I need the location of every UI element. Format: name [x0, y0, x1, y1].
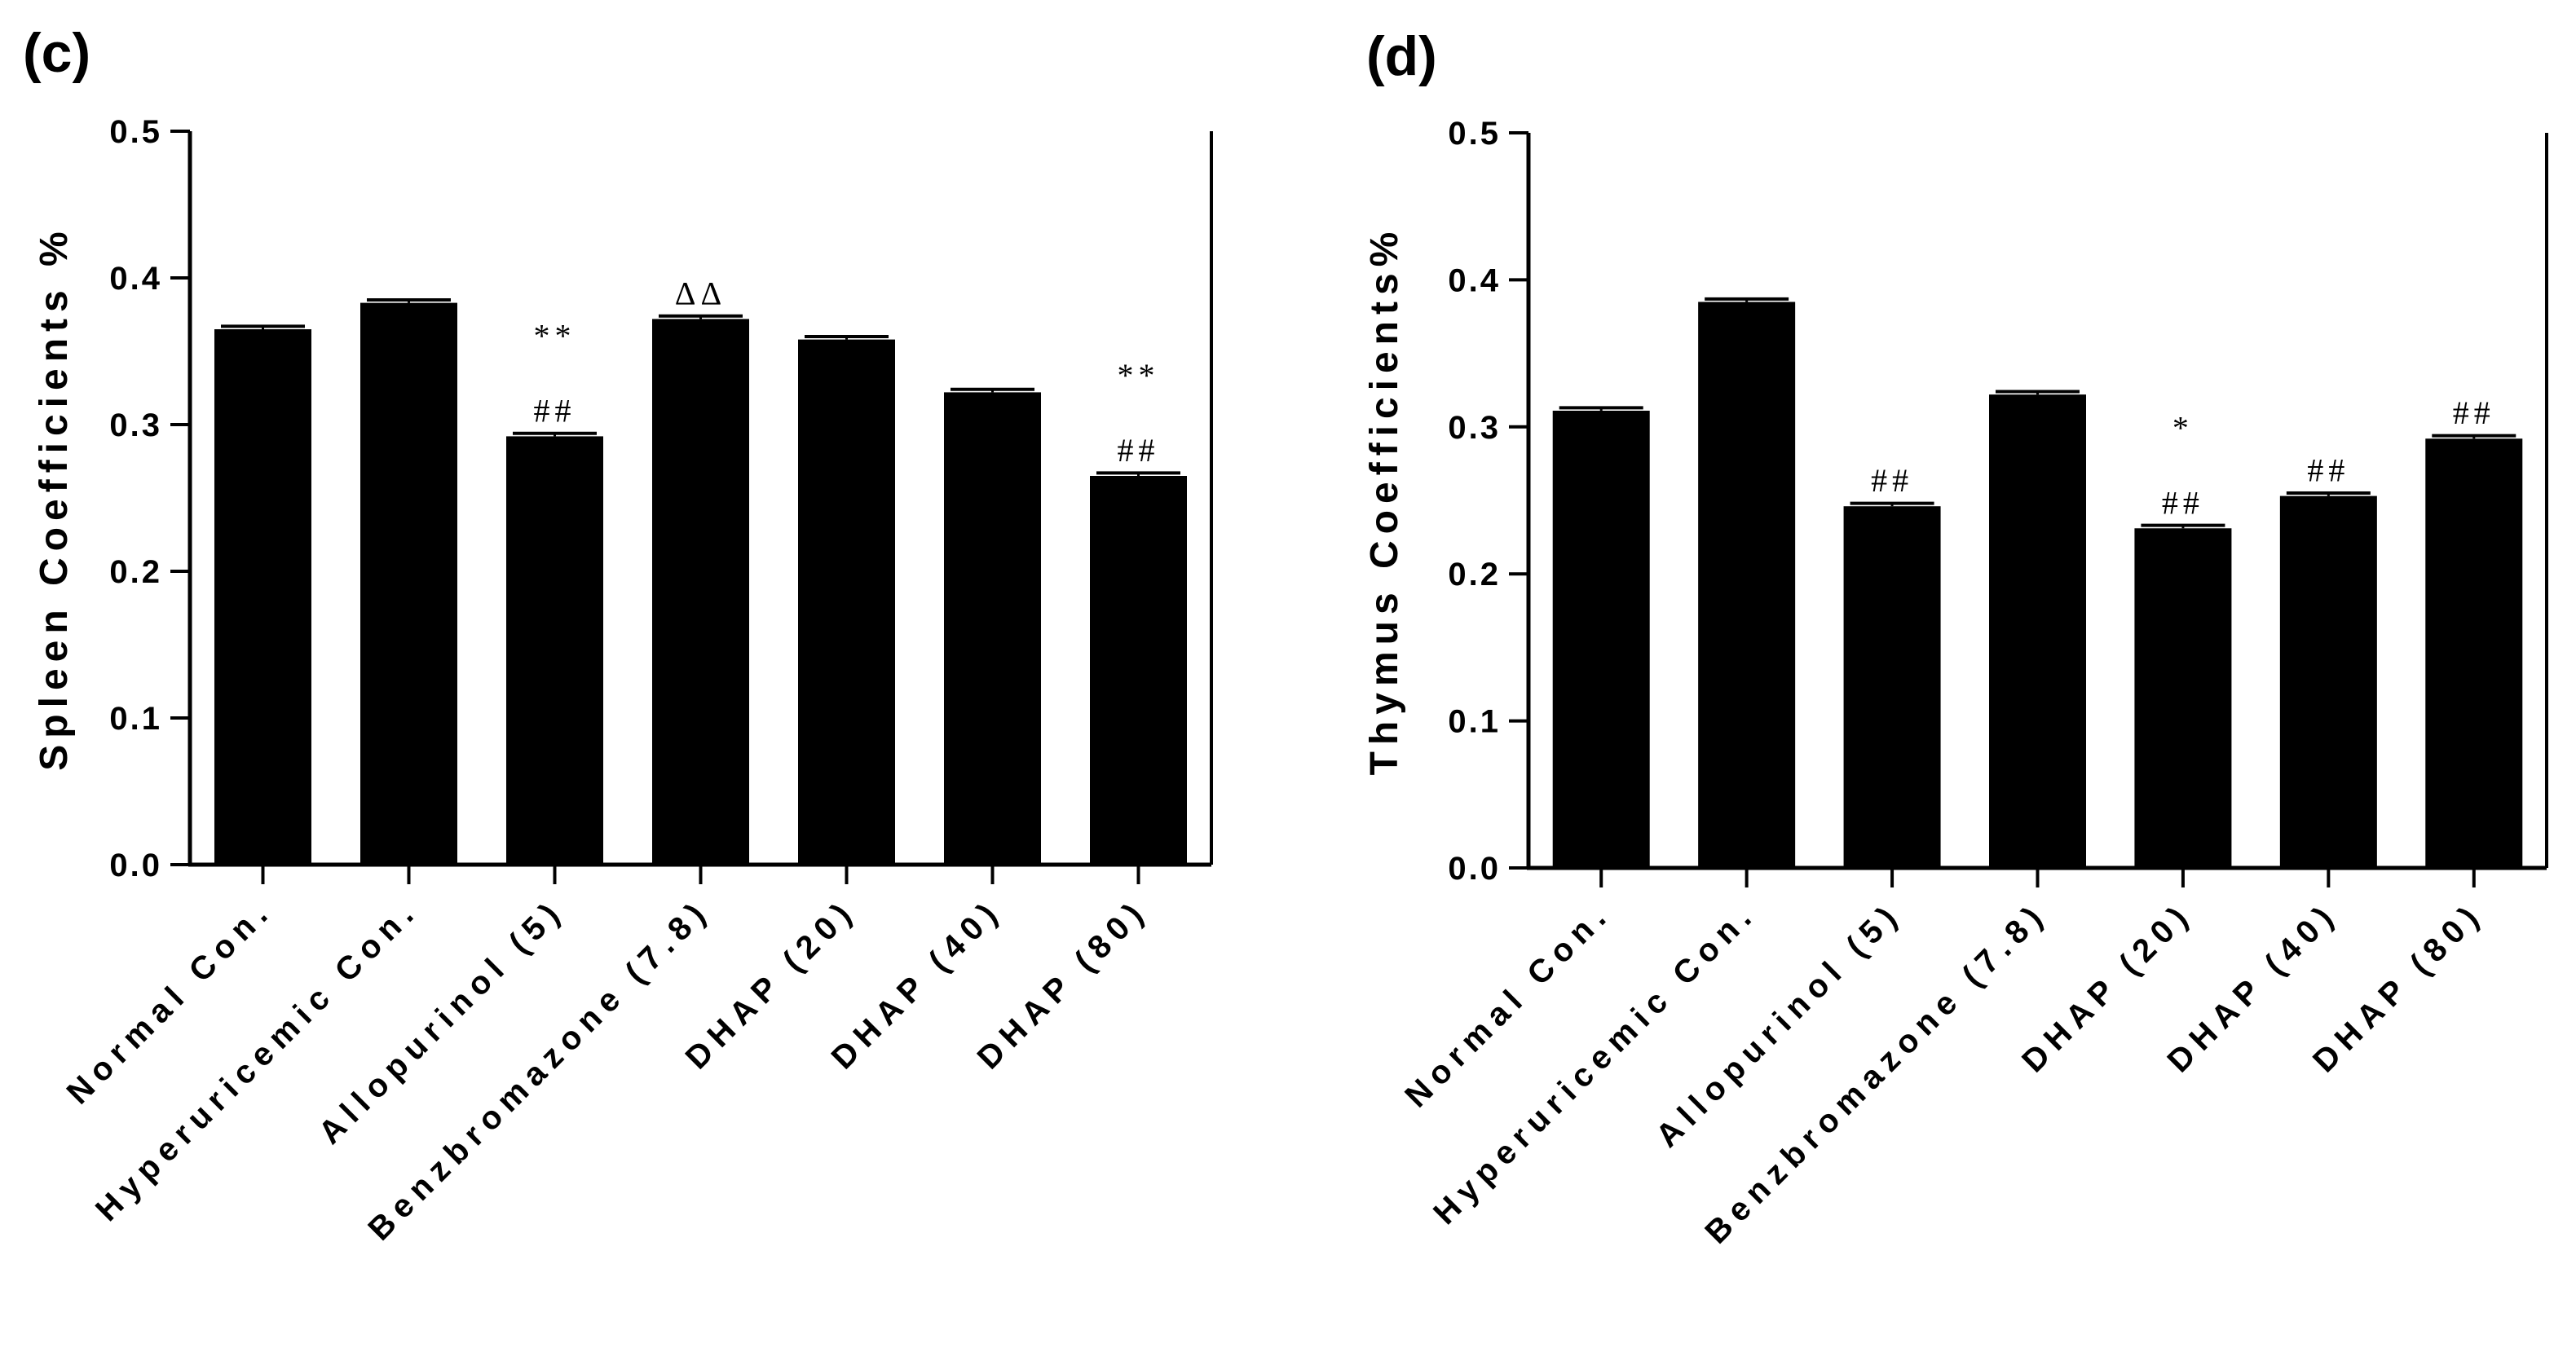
significance-annotation: ## [534, 392, 576, 429]
x-category-label: Allopurinol (5) [312, 892, 571, 1151]
significance-annotation: ## [1118, 432, 1160, 469]
y-tick-label: 0.3 [1448, 410, 1501, 446]
bar [652, 319, 749, 865]
y-axis-title: Thymus Coefficients% [1363, 226, 1406, 776]
y-tick-label: 0.5 [109, 114, 162, 150]
y-tick-label: 0.1 [109, 701, 162, 737]
x-category-label: Allopurinol (5) [1649, 895, 1908, 1154]
significance-annotation: ** [1118, 357, 1160, 394]
y-tick-label: 0.4 [1448, 262, 1501, 298]
y-tick-label: 0.0 [109, 848, 162, 883]
bar [1698, 302, 1796, 869]
significance-annotation: * [2172, 409, 2194, 446]
bar [798, 339, 895, 865]
bar [2279, 495, 2377, 868]
significance-annotation: ## [2453, 394, 2495, 431]
y-axis-title: Spleen Coefficients % [33, 225, 76, 770]
x-category-label: Hyperuricemic Con. [1427, 895, 1763, 1231]
spleen-chart-panel: (c) Spleen Coefficients % 0.0 0.1 0.2 0.3 0.4 0… [23, 22, 1213, 1248]
panel-label: (d) [1366, 25, 1437, 87]
y-tick-label: 0.2 [1448, 557, 1501, 592]
bar [2425, 438, 2523, 868]
bar [1989, 394, 2086, 868]
y-tick-label: 0.2 [109, 554, 162, 590]
y-tick-label: 0.1 [1448, 704, 1501, 740]
bar [360, 302, 457, 865]
x-category-label: Hyperuricemic Con. [89, 892, 426, 1228]
y-tick-label: 0.3 [109, 407, 162, 443]
bar [944, 392, 1041, 865]
bar [1552, 410, 1650, 868]
bar [1843, 506, 1941, 868]
y-tick-label: 0.0 [1448, 851, 1501, 887]
bar [506, 436, 603, 865]
bar [214, 329, 311, 865]
y-tick-label: 0.4 [109, 261, 162, 297]
significance-annotation: ## [2162, 484, 2204, 521]
thymus-chart-panel: (d) Thymus Coefficients% 0.0 0.1 0.2 0.3 0.4 0.… [1363, 25, 2548, 1251]
bar [2134, 528, 2232, 868]
significance-annotation: ** [534, 317, 576, 354]
bar [1090, 476, 1187, 865]
significance-annotation: ## [2307, 452, 2349, 489]
significance-annotation: ΔΔ [675, 275, 726, 311]
y-tick-label: 0.5 [1448, 116, 1501, 152]
significance-annotation: ## [1871, 462, 1913, 499]
panel-label: (c) [23, 22, 90, 84]
